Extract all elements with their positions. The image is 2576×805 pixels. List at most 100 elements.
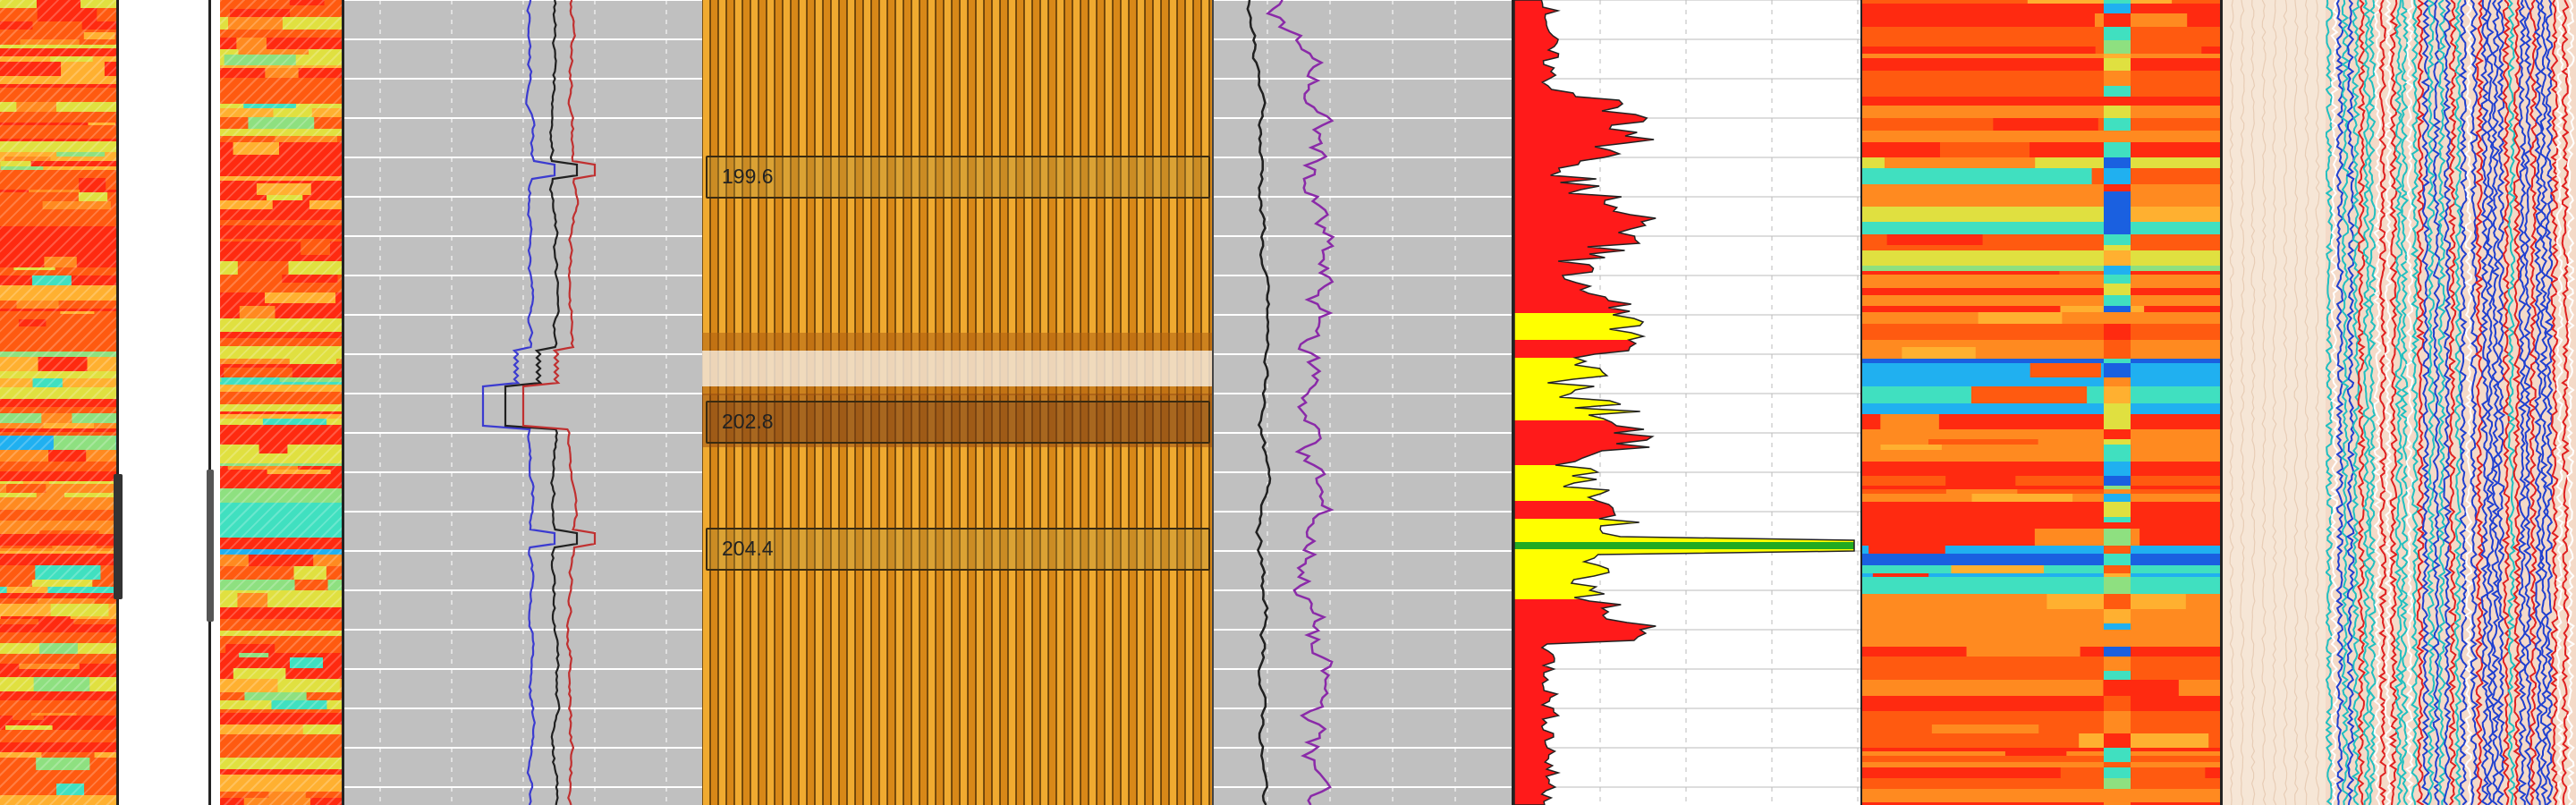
- waveform-trace: [2561, 0, 2570, 805]
- heat-band: [1862, 439, 2220, 445]
- image-band: [220, 338, 342, 346]
- waveform-track-9[interactable]: [2326, 0, 2576, 805]
- heat-column: [2104, 403, 2131, 414]
- image-patch: [43, 423, 95, 428]
- image-log-2-bands: [220, 0, 342, 805]
- waveform-trace: [2555, 0, 2565, 805]
- image-band: [220, 636, 342, 644]
- waveform-trace: [2470, 0, 2479, 805]
- heat-band: [1862, 250, 2220, 266]
- image-band: [220, 516, 342, 527]
- image-patch: [289, 657, 324, 668]
- waveform-track-8[interactable]: [2223, 0, 2326, 805]
- heat-column: [2104, 142, 2131, 157]
- heat-column: [2104, 306, 2131, 312]
- amber-stripe: [1177, 0, 1185, 805]
- amber-stripe: [1209, 0, 1212, 805]
- heat-band: [1862, 377, 2220, 386]
- heat-band: [1862, 288, 2220, 295]
- heat-band: [1862, 184, 2220, 191]
- image-log-track-4[interactable]: 199.6 202.8 204.4: [702, 0, 1212, 805]
- heat-band: [1862, 546, 2220, 554]
- heat-column: [2104, 271, 2131, 275]
- image-band: [0, 593, 116, 598]
- image-band: [0, 209, 116, 217]
- waveform-trace: [2416, 0, 2426, 805]
- image-patch: [221, 377, 280, 382]
- heat-patch: [2125, 207, 2220, 222]
- image-patch: [11, 720, 66, 725]
- heat-column: [2104, 529, 2131, 546]
- image-band: [0, 371, 116, 378]
- amber-stripe: [799, 0, 807, 805]
- fill-curve-track-6[interactable]: [1514, 0, 1860, 805]
- track-divider: [342, 0, 344, 805]
- heat-band: [1862, 657, 2220, 671]
- heat-column: [2104, 594, 2131, 609]
- image-patch: [48, 450, 87, 462]
- waveform-trace: [2533, 0, 2544, 805]
- faint-wave: [2304, 0, 2309, 805]
- image-patch: [38, 530, 99, 534]
- waveform-trace: [2518, 0, 2528, 805]
- depth-marker-box[interactable]: 202.8: [706, 401, 1210, 444]
- image-band: [220, 709, 342, 713]
- image-band: [220, 212, 342, 220]
- heat-band: [1862, 191, 2220, 207]
- image-log-track-7[interactable]: [1862, 0, 2220, 805]
- scroll-handle-icon[interactable]: [207, 470, 214, 622]
- image-patch: [227, 17, 283, 30]
- amber-stripe: [1089, 0, 1097, 805]
- image-patch: [0, 161, 31, 166]
- heat-patch: [2001, 284, 2109, 288]
- image-patch: [53, 436, 116, 450]
- heat-column: [2104, 86, 2131, 97]
- scroll-handle-icon[interactable]: [114, 474, 123, 599]
- image-band: [0, 521, 116, 530]
- image-patch: [69, 30, 114, 32]
- waveform-trace: [2453, 0, 2462, 805]
- image-band: [0, 407, 116, 413]
- image-patch: [20, 399, 55, 407]
- heat-patch: [1868, 324, 1984, 340]
- heat-band: [1862, 142, 2220, 157]
- heat-band: [1862, 86, 2220, 97]
- amber-stripe: [936, 0, 944, 805]
- heat-column: [2104, 71, 2131, 86]
- amber-stripe: [823, 0, 831, 805]
- image-band: [0, 534, 116, 546]
- image-band: [0, 730, 116, 742]
- waveform-trace: [2394, 0, 2404, 805]
- image-patch: [267, 195, 303, 200]
- heat-column: [2104, 54, 2131, 58]
- heat-band: [1862, 522, 2220, 529]
- waveform-trace: [2410, 0, 2420, 805]
- fill-curve-track-6-plot: [1514, 0, 1860, 805]
- depth-marker-box[interactable]: 204.4: [706, 528, 1210, 571]
- curve-track-3[interactable]: [344, 0, 702, 805]
- image-log-track-1[interactable]: [0, 0, 116, 805]
- amber-stripe: [1040, 0, 1048, 805]
- image-band: [0, 632, 116, 643]
- heat-column: [2104, 363, 2131, 377]
- heat-patch: [2060, 767, 2206, 778]
- depth-marker-box[interactable]: 199.6: [706, 156, 1210, 199]
- heat-column: [2104, 767, 2131, 778]
- curve-track-5[interactable]: [1212, 0, 1512, 805]
- image-patch: [38, 619, 74, 624]
- image-log-track-2[interactable]: [220, 0, 342, 805]
- heat-band: [1862, 623, 2220, 630]
- amber-stripe: [815, 0, 823, 805]
- image-band: [0, 716, 116, 720]
- heat-patch: [1939, 142, 2030, 157]
- image-band: [220, 225, 342, 239]
- image-patch: [233, 668, 286, 679]
- depth-spacer-track: [119, 0, 208, 805]
- heat-band: [1862, 131, 2220, 142]
- faint-wave: [2272, 0, 2277, 805]
- yellow-fill: [1514, 313, 1854, 340]
- track-divider: [208, 0, 211, 805]
- heat-band: [1862, 724, 2220, 733]
- curve-track-3-plot: [344, 0, 702, 805]
- heat-column: [2104, 245, 2131, 250]
